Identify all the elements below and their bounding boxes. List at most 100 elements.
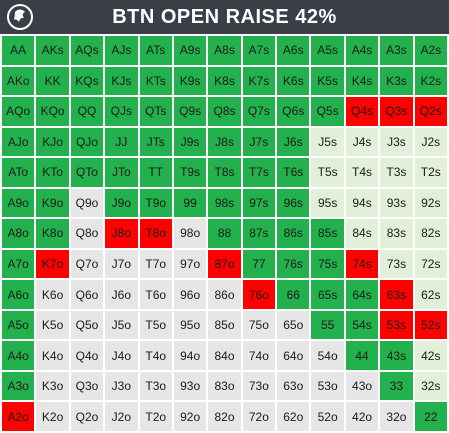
hand-cell-q3s: Q3s: [380, 97, 413, 126]
hand-cell-42o: 42o: [345, 402, 379, 431]
hand-cell-a3o: A3o: [2, 371, 35, 401]
hand-cell-85s: 85s: [311, 219, 344, 248]
hand-cell-q4s: Q4s: [345, 97, 379, 126]
hand-cell-q7o: Q7o: [70, 249, 104, 279]
hand-cell-k9s: K9s: [173, 66, 207, 96]
hand-cell-j5o: J5o: [105, 310, 138, 340]
hand-cell-a5s: A5s: [311, 36, 344, 65]
hand-cell-96s: 96s: [277, 188, 310, 218]
hand-cell-t7o: T7o: [139, 249, 172, 279]
hand-cell-aqs: AQs: [70, 36, 104, 65]
hand-cell-t9s: T9s: [173, 158, 207, 187]
hand-cell-72o: 72o: [242, 402, 276, 431]
hand-cell-85o: 85o: [208, 310, 241, 340]
hand-cell-63s: 63s: [380, 280, 413, 309]
hand-cell-j4s: J4s: [345, 127, 379, 157]
hand-cell-t3o: T3o: [139, 371, 172, 401]
hand-cell-k4s: K4s: [345, 66, 379, 96]
hand-cell-aks: AKs: [36, 36, 69, 65]
hand-cell-93o: 93o: [173, 371, 207, 401]
hand-cell-aqo: AQo: [2, 97, 35, 126]
hand-cell-qjs: QJs: [105, 97, 138, 126]
hand-cell-t4s: T4s: [345, 158, 379, 187]
hand-cell-j7o: J7o: [105, 249, 138, 279]
hand-cell-a3s: A3s: [380, 36, 413, 65]
hand-cell-t2s: T2s: [414, 158, 447, 187]
hand-cell-ajo: AJo: [2, 127, 35, 157]
hand-cell-k7o: K7o: [36, 249, 69, 279]
hand-cell-kqo: KQo: [36, 97, 69, 126]
hand-cell-a6s: A6s: [277, 36, 310, 65]
hand-cell-94s: 94s: [345, 188, 379, 218]
hand-cell-64s: 64s: [345, 280, 379, 309]
hand-cell-t5s: T5s: [311, 158, 344, 187]
hand-cell-98o: 98o: [173, 219, 207, 248]
hand-cell-65o: 65o: [277, 310, 310, 340]
hand-cell-j9o: J9o: [105, 188, 138, 218]
hand-cell-j2o: J2o: [105, 402, 138, 431]
hand-cell-83s: 83s: [380, 219, 413, 248]
hand-cell-jts: JTs: [139, 127, 172, 157]
hand-cell-74o: 74o: [242, 341, 276, 370]
hand-cell-96o: 96o: [173, 280, 207, 309]
hand-cell-q9s: Q9s: [173, 97, 207, 126]
hand-cell-73s: 73s: [380, 249, 413, 279]
hand-cell-qts: QTs: [139, 97, 172, 126]
hand-cell-83o: 83o: [208, 371, 241, 401]
hand-cell-54o: 54o: [311, 341, 344, 370]
hand-cell-q5o: Q5o: [70, 310, 104, 340]
hand-cell-94o: 94o: [173, 341, 207, 370]
hand-cell-j4o: J4o: [105, 341, 138, 370]
hand-cell-j9s: J9s: [173, 127, 207, 157]
hand-cell-76s: 76s: [277, 249, 310, 279]
hand-cell-ato: ATo: [2, 158, 35, 187]
hand-cell-k9o: K9o: [36, 188, 69, 218]
hand-cell-32o: 32o: [380, 402, 413, 431]
hand-cell-qq: QQ: [70, 97, 104, 126]
hand-cell-q9o: Q9o: [70, 188, 104, 218]
hand-cell-87o: 87o: [208, 249, 241, 279]
hand-cell-j3s: J3s: [380, 127, 413, 157]
hand-cell-q8s: Q8s: [208, 97, 241, 126]
hand-cell-93s: 93s: [380, 188, 413, 218]
hand-cell-33: 33: [380, 371, 413, 401]
hand-cell-62o: 62o: [277, 402, 310, 431]
hand-cell-a2s: A2s: [414, 36, 447, 65]
hand-cell-k4o: K4o: [36, 341, 69, 370]
hand-cell-a8s: A8s: [208, 36, 241, 65]
hand-cell-kqs: KQs: [70, 66, 104, 96]
hand-cell-k8o: K8o: [36, 219, 69, 248]
hand-cell-88: 88: [208, 219, 241, 248]
hand-cell-32s: 32s: [414, 371, 447, 401]
hand-cell-86s: 86s: [277, 219, 310, 248]
hand-cell-43o: 43o: [345, 371, 379, 401]
logo-icon: [7, 4, 33, 30]
hand-cell-76o: 76o: [242, 280, 276, 309]
hand-cell-t9o: T9o: [139, 188, 172, 218]
hand-cell-k7s: K7s: [242, 66, 276, 96]
hand-cell-j5s: J5s: [311, 127, 344, 157]
hand-cell-q4o: Q4o: [70, 341, 104, 370]
hand-cell-k8s: K8s: [208, 66, 241, 96]
hand-cell-66: 66: [277, 280, 310, 309]
hand-cell-74s: 74s: [345, 249, 379, 279]
hand-cell-72s: 72s: [414, 249, 447, 279]
hand-cell-t6o: T6o: [139, 280, 172, 309]
hand-grid: AA AKs AQs AJs ATs A9s A8s A7s A6s A5s A4s A3s A2s AK…: [0, 34, 449, 433]
hand-cell-42s: 42s: [414, 341, 447, 370]
hand-cell-q6s: Q6s: [277, 97, 310, 126]
hand-cell-82o: 82o: [208, 402, 241, 431]
hand-cell-kjo: KJo: [36, 127, 69, 157]
hand-cell-q3o: Q3o: [70, 371, 104, 401]
hand-cell-t7s: T7s: [242, 158, 276, 187]
hand-cell-a6o: A6o: [2, 280, 35, 309]
hand-cell-k5o: K5o: [36, 310, 69, 340]
hand-cell-95s: 95s: [311, 188, 344, 218]
hand-cell-82s: 82s: [414, 219, 447, 248]
hand-cell-t8o: T8o: [139, 219, 172, 248]
hand-cell-t2o: T2o: [139, 402, 172, 431]
hand-cell-kk: KK: [36, 66, 69, 96]
hand-cell-k5s: K5s: [311, 66, 344, 96]
hand-cell-62s: 62s: [414, 280, 447, 309]
